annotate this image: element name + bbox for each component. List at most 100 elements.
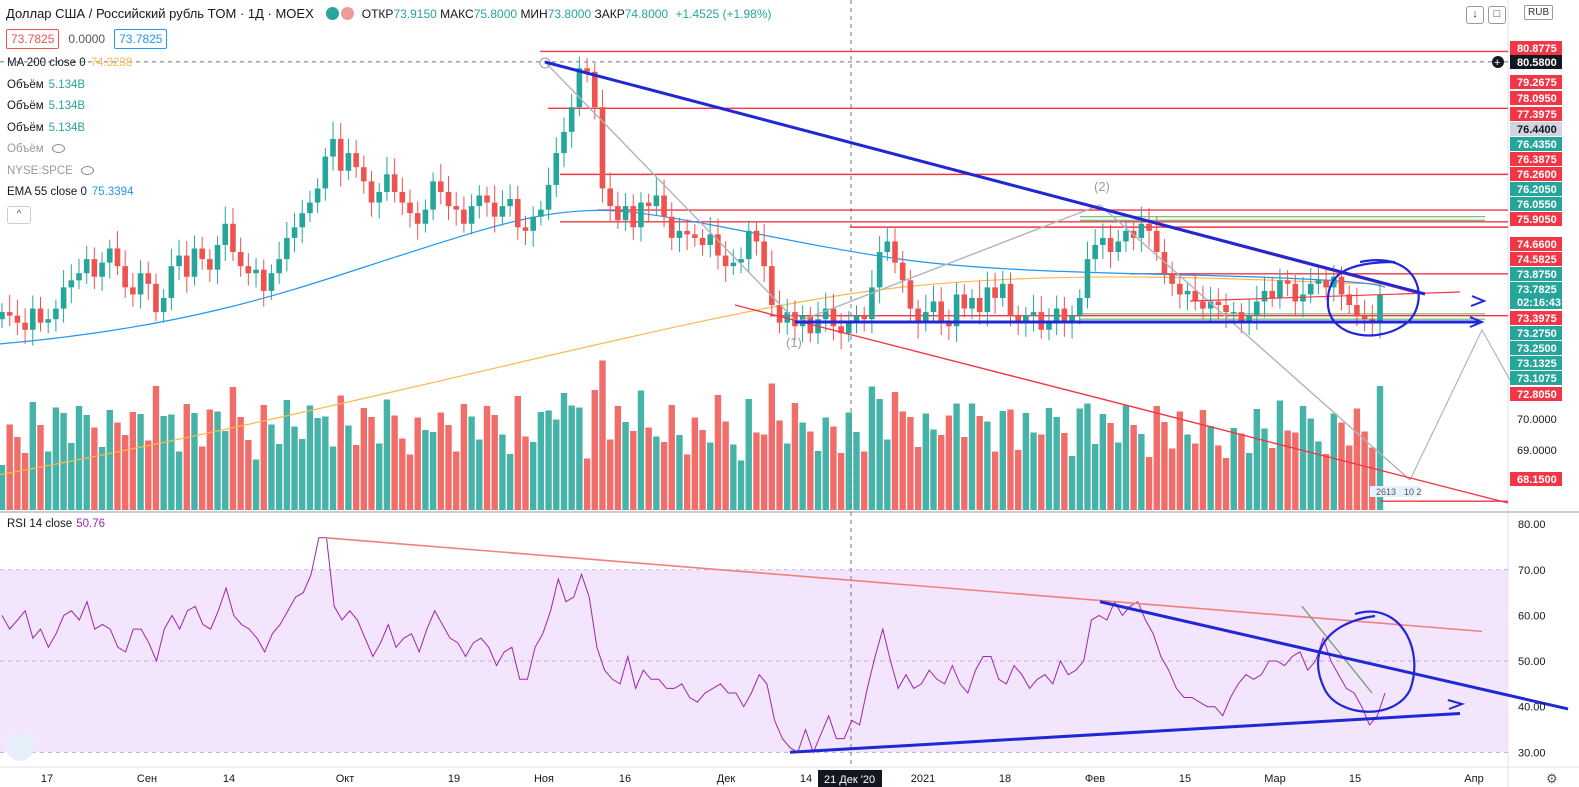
candle-body	[853, 315, 860, 323]
legend-ema55[interactable]: EMA 55 close 0 75.3394	[7, 186, 134, 198]
volume-bar	[529, 442, 537, 510]
time-axis-label: 14	[223, 773, 235, 785]
candle-body	[137, 273, 144, 295]
gear-icon[interactable]: ⚙	[1546, 771, 1558, 786]
price-axis-label: 73.2500	[1517, 343, 1557, 355]
volume-bar	[329, 446, 337, 510]
legend-ma200[interactable]: MA 200 close 0 74.3238	[7, 57, 133, 69]
ask-badge[interactable]: 73.7825	[114, 29, 168, 49]
candle-body	[984, 287, 991, 313]
candle-body	[653, 195, 660, 207]
candle-body	[1100, 237, 1106, 245]
volume-bar	[568, 405, 575, 510]
hidden-eye-icon[interactable]	[51, 144, 65, 153]
candle-body	[607, 188, 613, 207]
rsi-legend[interactable]: RSI 14 close 50.76	[7, 518, 105, 530]
candle-body	[668, 216, 675, 238]
volume-bar	[222, 431, 229, 510]
legend-volume-2[interactable]: Объём 5.134B	[7, 100, 86, 112]
hidden-eye-icon[interactable]	[80, 166, 94, 175]
tradingview-logo-icon[interactable]	[6, 733, 34, 761]
volume-bar	[599, 360, 606, 510]
volume-bar	[753, 432, 760, 510]
legend-spce[interactable]: NYSE:SPCE	[7, 165, 94, 177]
candle-body	[846, 322, 852, 334]
candle-body	[438, 181, 444, 192]
volume-bar	[237, 417, 244, 510]
volume-bar	[691, 417, 699, 510]
price-label-bg	[1510, 282, 1562, 296]
volume-bar	[514, 396, 521, 510]
ma200-line	[0, 276, 1386, 476]
candle-body	[407, 202, 413, 214]
volume-bar	[1022, 413, 1030, 510]
candle-body	[1307, 283, 1314, 295]
symbol-title[interactable]: Доллар США / Российский рубль TOM · 1Д ·…	[6, 6, 314, 21]
candle-body	[130, 287, 136, 295]
candle-body	[514, 199, 521, 228]
candle-body	[530, 216, 536, 231]
price-label-bg	[1510, 326, 1562, 340]
price-axis-label: 80.8775	[1517, 43, 1557, 55]
bid-badge[interactable]: 73.7825	[6, 29, 60, 49]
price-axis-label: 76.4350	[1517, 139, 1557, 151]
rsi-blue-line-top	[1099, 600, 1569, 711]
candle-body	[876, 252, 883, 288]
candle-body	[153, 283, 159, 313]
candle-series	[0, 56, 1383, 350]
candle-body	[29, 308, 36, 330]
volume-bar	[260, 405, 267, 510]
rsi-red-trend-line	[325, 537, 1483, 633]
legend-volume-3[interactable]: Объём 5.134B	[7, 122, 86, 134]
candle-body	[753, 230, 760, 242]
wave-label-2: (2)	[1094, 179, 1110, 194]
price-badges: 73.7825 0.0000 73.7825	[6, 29, 168, 49]
volume-bar	[1091, 444, 1099, 510]
legend-volume-hidden[interactable]: Объём	[7, 143, 65, 155]
volume-bar	[1030, 432, 1037, 510]
compare-icon[interactable]	[340, 7, 354, 20]
volume-bar	[1007, 409, 1014, 510]
candle-body	[453, 206, 460, 210]
volume-bar	[668, 405, 675, 510]
volume-bar	[322, 416, 329, 510]
volume-bar	[791, 403, 799, 510]
candle-body	[1023, 315, 1029, 323]
candle-body	[1184, 290, 1191, 295]
price-axis-label: 78.0950	[1517, 93, 1557, 105]
price-label-bg	[1510, 152, 1562, 166]
rsi-axis-label: 70.00	[1518, 565, 1546, 577]
legend-volume-1[interactable]: Объём 5.134B	[7, 79, 86, 91]
candle-body	[869, 287, 875, 320]
volume-bar	[984, 421, 991, 510]
volume-bar	[75, 406, 83, 510]
price-label-bg	[1510, 122, 1562, 136]
volume-bar	[953, 403, 960, 510]
candle-body	[1192, 290, 1199, 302]
time-axis-label: Фев	[1085, 773, 1105, 785]
candle-body	[761, 241, 767, 267]
candle-body	[699, 237, 706, 245]
volume-bar	[714, 395, 722, 510]
collapse-legend-button[interactable]: ^	[7, 206, 31, 224]
ohlc-readout: ОТКР73.9150 МАКС75.8000 МИН73.8000 ЗАКР7…	[361, 6, 772, 21]
candle-body	[1146, 223, 1152, 231]
candle-body	[1292, 283, 1299, 302]
price-axis-label: 76.2050	[1517, 184, 1557, 196]
volume-bar	[1061, 433, 1068, 510]
volume-bar	[437, 412, 445, 510]
volume-bar	[1276, 400, 1284, 510]
download-icon[interactable]: ↓	[1466, 6, 1484, 24]
volume-bar	[6, 424, 13, 510]
candle-body	[661, 195, 667, 217]
candle-body	[183, 255, 190, 277]
volume-bar	[1192, 443, 1199, 510]
maximize-icon[interactable]: □	[1488, 6, 1506, 24]
volume-bar	[1199, 410, 1207, 510]
currency-label[interactable]: RUB	[1524, 5, 1554, 20]
volume-bar	[129, 412, 137, 510]
price-axis-label: 02:16:43	[1517, 297, 1561, 309]
volume-bar	[660, 442, 668, 510]
volume-bar	[245, 440, 252, 510]
